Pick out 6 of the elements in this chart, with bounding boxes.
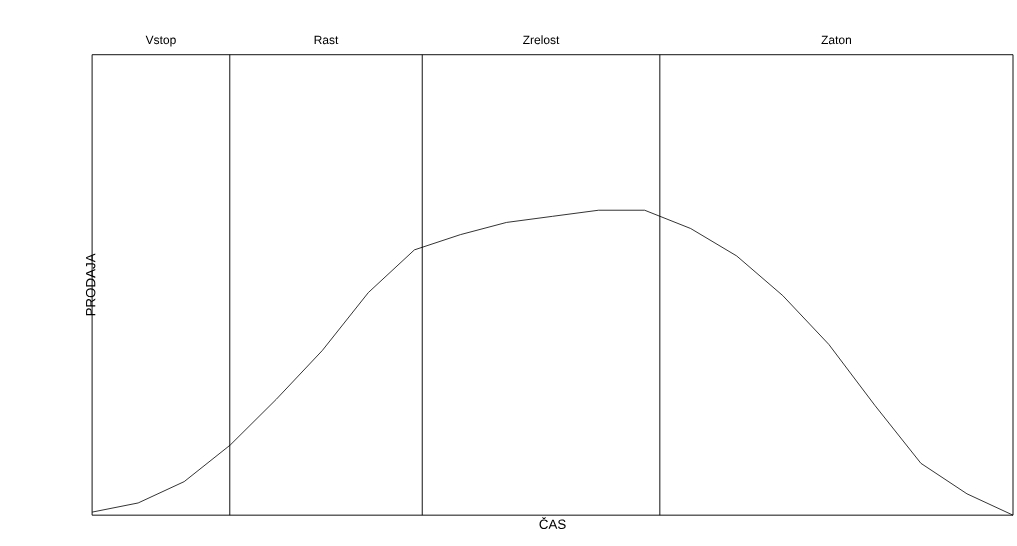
text: Zaton xyxy=(821,35,851,45)
text: Vstop xyxy=(145,35,176,47)
y-axis-title: PRODAJA xyxy=(85,253,96,316)
text: Rast xyxy=(314,35,339,45)
text: Zrelost xyxy=(523,35,560,45)
x-axis-title: ČAS xyxy=(539,517,566,530)
